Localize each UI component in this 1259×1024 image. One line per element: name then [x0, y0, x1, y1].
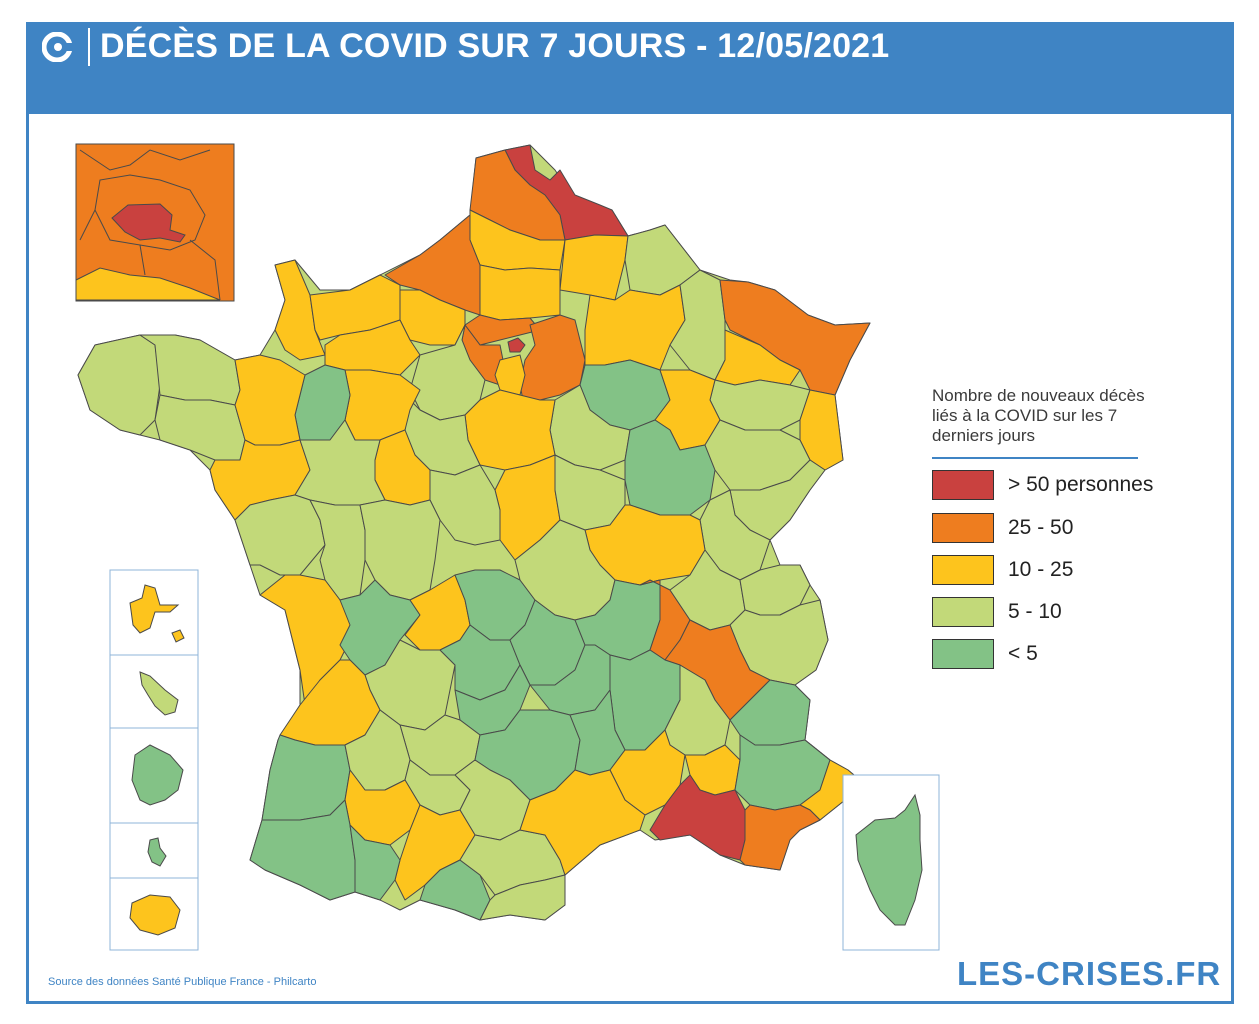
legend-swatch: [932, 597, 994, 627]
region-paris: [507, 337, 526, 353]
legend-label: > 50 personnes: [1008, 473, 1154, 496]
region-ille-et-vilaine: [234, 354, 306, 446]
paris-inset-paris: [111, 203, 186, 243]
region-finistere: [77, 334, 161, 436]
region-martinique: [139, 671, 179, 716]
region-essonne: [494, 354, 526, 396]
region-eure-et-loir: [409, 324, 486, 421]
legend-swatch: [932, 513, 994, 543]
region-landes: [261, 734, 351, 821]
region-seine-maritime: [384, 214, 481, 316]
paris-inset-essonne: [75, 267, 221, 301]
legend-label: 10 - 25: [1008, 558, 1074, 581]
region-oise: [479, 264, 561, 321]
les-crises-logo-icon: [42, 32, 72, 62]
region-aisne: [559, 234, 629, 301]
region-corse: [855, 793, 923, 926]
region-reunion: [129, 894, 181, 936]
legend-label: 5 - 10: [1008, 600, 1062, 623]
header-bar: [26, 22, 1234, 114]
legend-swatch: [932, 470, 994, 500]
header-divider: [88, 28, 90, 66]
region-pyrenees-orientales: [479, 874, 566, 921]
region-mayotte: [147, 837, 167, 867]
legend-swatch: [932, 639, 994, 669]
legend-divider: [932, 457, 1138, 459]
region-loiret: [464, 389, 556, 471]
region-manche: [274, 259, 326, 361]
legend-label: 25 - 50: [1008, 516, 1074, 539]
legend-title: Nombre de nouveaux décès liés à la COVID…: [932, 386, 1145, 445]
region-seine-et-marne: [519, 314, 586, 411]
region-guadeloupe: [129, 584, 180, 634]
brand-logo[interactable]: LES-CRISES.FR: [957, 955, 1222, 992]
region-var: [739, 804, 821, 871]
region-hautes-pyrenees: [349, 824, 401, 901]
region-guyane: [131, 744, 184, 806]
region-herault: [519, 769, 646, 876]
region-guadeloupe-island: [171, 629, 185, 643]
legend-label: < 5: [1008, 642, 1038, 665]
source-note: Source des données Santé Publique France…: [48, 976, 317, 988]
legend-swatch: [932, 555, 994, 585]
region-morbihan: [154, 394, 246, 461]
page-title: DÉCÈS DE LA COVID SUR 7 JOURS - 12/05/20…: [100, 27, 890, 65]
